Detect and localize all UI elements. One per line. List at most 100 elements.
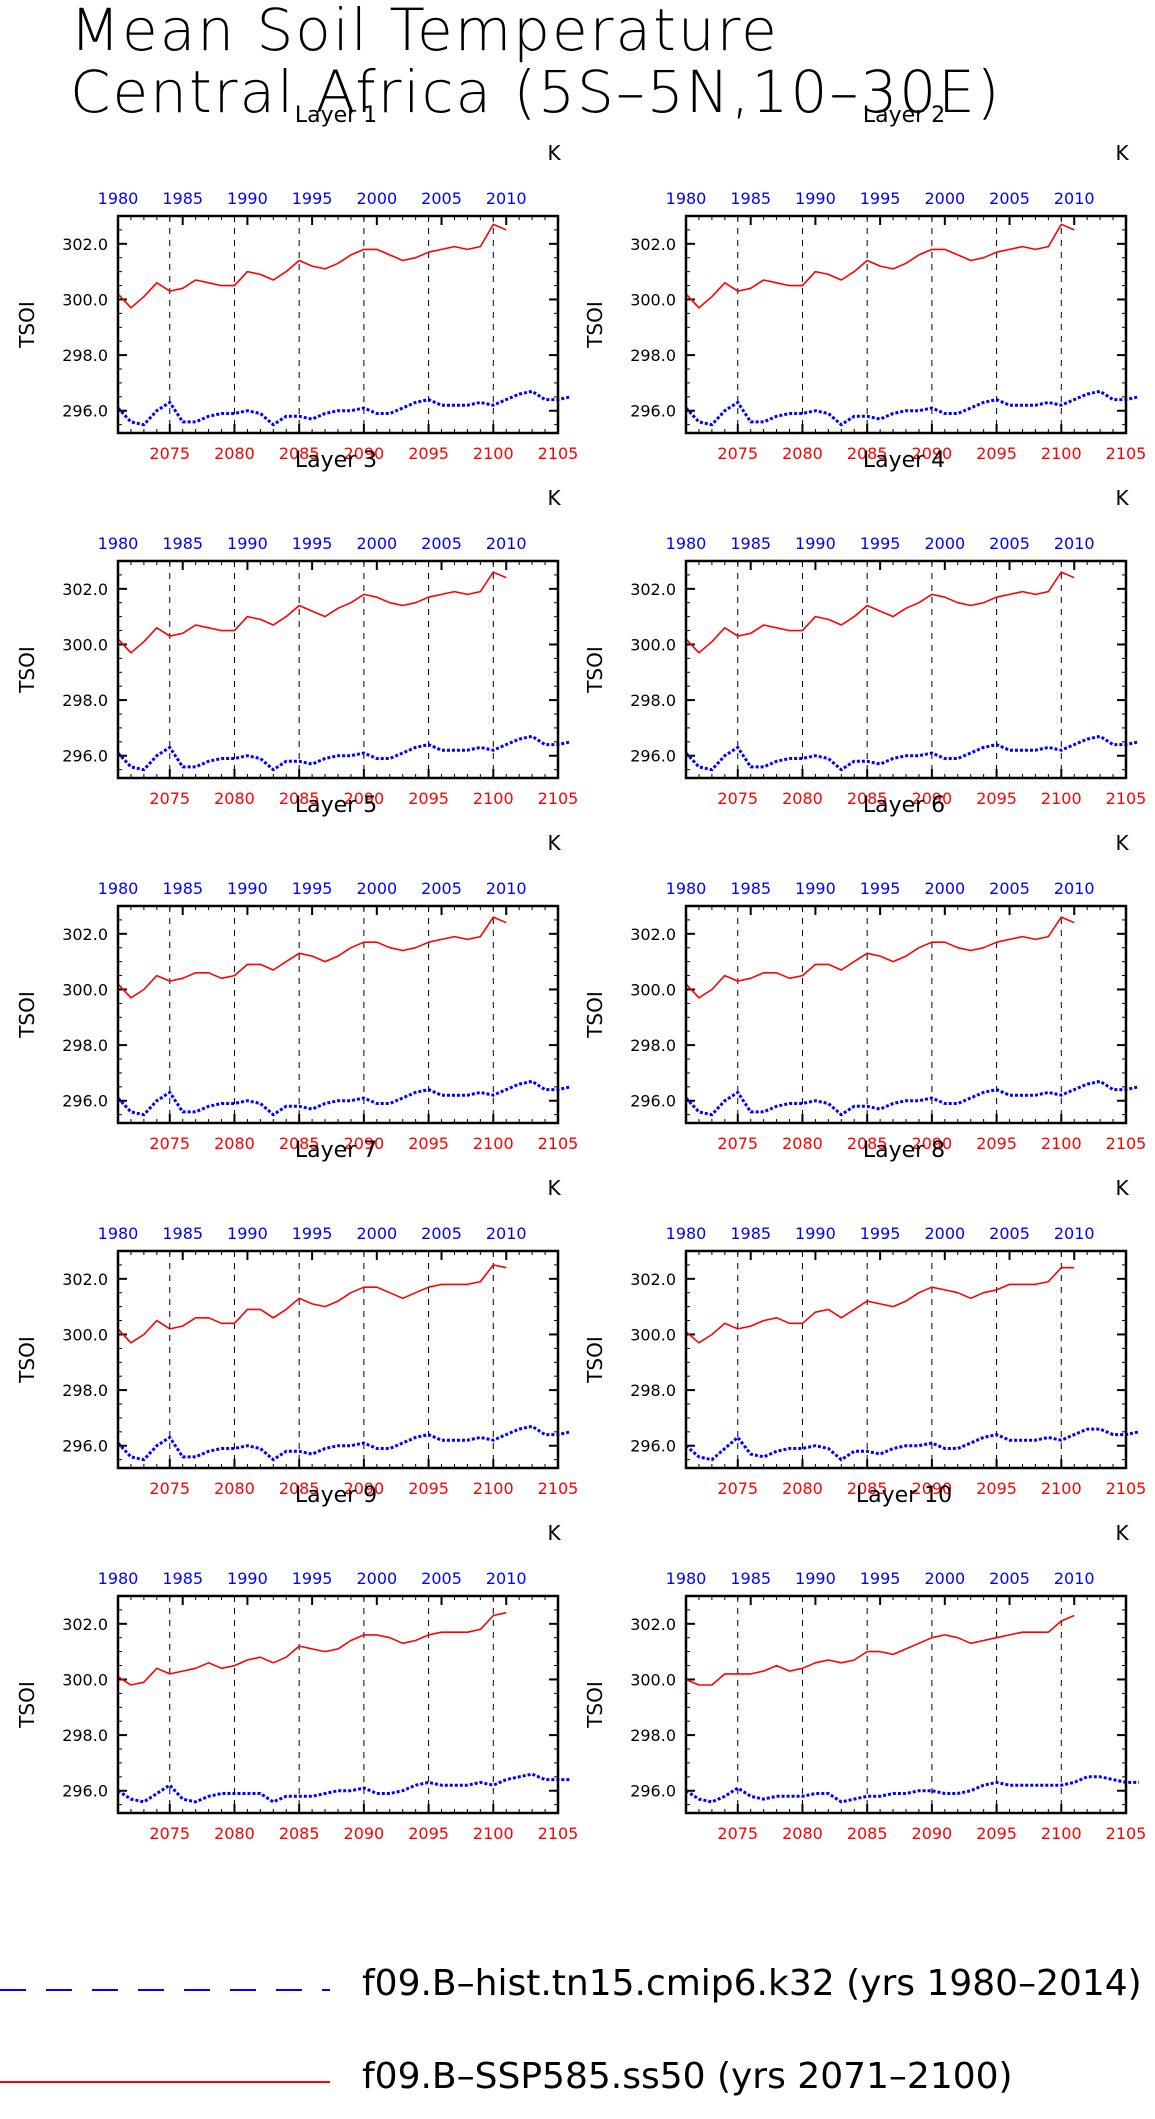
unit-label: K bbox=[1115, 1521, 1129, 1545]
x-top-tick-label: 1985 bbox=[730, 1569, 771, 1588]
y-tick-label: 302.0 bbox=[62, 235, 108, 254]
x-top-tick-label: 1995 bbox=[860, 1569, 901, 1588]
unit-label: K bbox=[547, 141, 561, 165]
x-top-tick-label: 2005 bbox=[989, 1569, 1030, 1588]
panel-4: Layer 4 K TSOI 2075 2080 2085 2090 2095 2100 2105… bbox=[583, 448, 1146, 808]
x-bottom-tick-label: 2085 bbox=[279, 444, 320, 463]
x-bottom-tick-label: 2090 bbox=[912, 1479, 953, 1498]
legend-line-historical bbox=[0, 1989, 330, 1991]
unit-label: K bbox=[1115, 1176, 1129, 1200]
x-bottom-tick-label: 2100 bbox=[1041, 1479, 1082, 1498]
panel-title: Layer 9 bbox=[295, 1483, 377, 1508]
x-top-tick-label: 2000 bbox=[924, 189, 965, 208]
x-bottom-tick-label: 2105 bbox=[1106, 1479, 1147, 1498]
y-axis-label: TSOI bbox=[15, 991, 39, 1039]
plot-frame bbox=[116, 214, 560, 435]
plot-frame bbox=[116, 904, 560, 1125]
x-top-tick-label: 2000 bbox=[356, 189, 397, 208]
x-top-tick-label: 2010 bbox=[486, 879, 527, 898]
x-top-tick-label: 1995 bbox=[292, 189, 333, 208]
series-line-future bbox=[117, 223, 507, 309]
y-tick-label: 300.0 bbox=[62, 290, 108, 309]
series-line-historical bbox=[684, 389, 1140, 427]
panel-title: Layer 5 bbox=[295, 793, 377, 818]
y-tick-label: 296.0 bbox=[630, 1782, 676, 1801]
y-tick-label: 298.0 bbox=[630, 691, 676, 710]
unit-label: K bbox=[547, 1176, 561, 1200]
x-bottom-tick-label: 2085 bbox=[847, 1479, 888, 1498]
x-top-tick-label: 1990 bbox=[227, 534, 268, 553]
x-top-tick-label: 2000 bbox=[924, 1569, 965, 1588]
series-line-future bbox=[117, 1611, 507, 1686]
x-bottom-tick-label: 2105 bbox=[1106, 789, 1147, 808]
x-bottom-tick-label: 2085 bbox=[847, 1824, 888, 1843]
y-tick-label: 296.0 bbox=[630, 747, 676, 766]
panel-9: Layer 9 K TSOI 2075 2080 2085 2090 2095 2100 2105… bbox=[15, 1483, 578, 1843]
x-bottom-tick-label: 2085 bbox=[847, 444, 888, 463]
unit-label: K bbox=[547, 486, 561, 510]
x-top-tick-label: 2000 bbox=[356, 534, 397, 553]
x-bottom-tick-label: 2090 bbox=[912, 1134, 953, 1153]
x-bottom-tick-label: 2090 bbox=[912, 789, 953, 808]
panel-title: Layer 1 bbox=[295, 103, 377, 128]
x-top-tick-label: 1980 bbox=[666, 1224, 707, 1243]
unit-label: K bbox=[547, 831, 561, 855]
x-top-tick-label: 1980 bbox=[666, 189, 707, 208]
x-bottom-tick-label: 2105 bbox=[538, 444, 579, 463]
series-line-historical bbox=[116, 1079, 572, 1117]
x-top-tick-label: 2005 bbox=[421, 534, 462, 553]
x-bottom-tick-label: 2075 bbox=[717, 444, 758, 463]
x-bottom-tick-label: 2100 bbox=[473, 444, 514, 463]
x-bottom-tick-label: 2090 bbox=[344, 1824, 385, 1843]
x-bottom-tick-label: 2075 bbox=[717, 1824, 758, 1843]
y-tick-label: 300.0 bbox=[62, 980, 108, 999]
x-bottom-tick-label: 2080 bbox=[782, 1824, 823, 1843]
x-top-tick-label: 2010 bbox=[1054, 189, 1095, 208]
panel-title: Layer 4 bbox=[863, 448, 945, 473]
x-top-tick-label: 1985 bbox=[162, 1224, 203, 1243]
y-tick-label: 296.0 bbox=[630, 1437, 676, 1456]
x-bottom-tick-label: 2090 bbox=[912, 1824, 953, 1843]
series-line-future bbox=[117, 916, 507, 999]
x-top-tick-label: 1985 bbox=[162, 1569, 203, 1588]
x-top-tick-label: 1995 bbox=[292, 879, 333, 898]
series-line-historical bbox=[684, 734, 1140, 772]
y-tick-label: 298.0 bbox=[630, 346, 676, 365]
panel-10: Layer 10 K TSOI 2075 2080 2085 2090 2095 2100 210… bbox=[583, 1483, 1146, 1843]
y-tick-label: 302.0 bbox=[630, 1615, 676, 1634]
x-bottom-tick-label: 2095 bbox=[976, 444, 1017, 463]
plot-frame bbox=[116, 559, 560, 780]
x-top-tick-label: 2000 bbox=[356, 1569, 397, 1588]
y-tick-label: 300.0 bbox=[630, 635, 676, 654]
x-top-tick-label: 1980 bbox=[666, 534, 707, 553]
y-tick-label: 298.0 bbox=[62, 1036, 108, 1055]
x-top-tick-label: 2005 bbox=[421, 879, 462, 898]
x-bottom-tick-label: 2095 bbox=[976, 1134, 1017, 1153]
x-top-tick-label: 1990 bbox=[795, 1224, 836, 1243]
y-tick-label: 298.0 bbox=[630, 1726, 676, 1745]
y-tick-label: 298.0 bbox=[630, 1381, 676, 1400]
x-bottom-tick-label: 2080 bbox=[214, 1134, 255, 1153]
x-top-tick-label: 1990 bbox=[795, 1569, 836, 1588]
y-tick-label: 296.0 bbox=[62, 747, 108, 766]
y-tick-label: 302.0 bbox=[630, 580, 676, 599]
panel-5: Layer 5 K TSOI 2075 2080 2085 2090 2095 2100 2105… bbox=[15, 793, 578, 1153]
y-tick-label: 298.0 bbox=[630, 1036, 676, 1055]
y-tick-label: 298.0 bbox=[62, 1381, 108, 1400]
x-bottom-tick-label: 2090 bbox=[344, 789, 385, 808]
x-top-tick-label: 1985 bbox=[730, 879, 771, 898]
x-bottom-tick-label: 2095 bbox=[408, 1824, 449, 1843]
x-top-tick-label: 1985 bbox=[730, 534, 771, 553]
x-top-tick-label: 1995 bbox=[292, 534, 333, 553]
x-top-tick-label: 2010 bbox=[486, 189, 527, 208]
y-axis-label: TSOI bbox=[15, 301, 39, 349]
x-top-tick-label: 2010 bbox=[1054, 879, 1095, 898]
x-bottom-tick-label: 2105 bbox=[1106, 1824, 1147, 1843]
x-top-tick-label: 1995 bbox=[292, 1224, 333, 1243]
x-bottom-tick-label: 2100 bbox=[473, 1479, 514, 1498]
y-axis-label: TSOI bbox=[583, 1336, 607, 1384]
series-line-historical bbox=[684, 1079, 1140, 1117]
x-bottom-tick-label: 2095 bbox=[976, 789, 1017, 808]
series-line-future bbox=[685, 1266, 1075, 1344]
